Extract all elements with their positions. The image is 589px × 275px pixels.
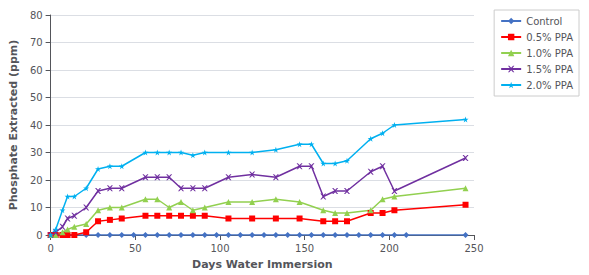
svg-text:100: 100 <box>210 243 229 254</box>
svg-text:0: 0 <box>36 230 42 241</box>
svg-text:10: 10 <box>30 202 43 213</box>
svg-text:20: 20 <box>30 175 43 186</box>
svg-text:80: 80 <box>30 10 43 21</box>
svg-text:250: 250 <box>464 243 483 254</box>
svg-text:1.0% PPA: 1.0% PPA <box>526 48 573 59</box>
svg-text:70: 70 <box>30 37 43 48</box>
svg-text:0: 0 <box>47 243 53 254</box>
svg-text:60: 60 <box>30 65 43 76</box>
svg-text:50: 50 <box>129 243 142 254</box>
svg-text:200: 200 <box>380 243 399 254</box>
svg-text:1.5% PPA: 1.5% PPA <box>526 64 573 75</box>
svg-text:30: 30 <box>30 147 43 158</box>
svg-text:40: 40 <box>30 120 43 131</box>
svg-text:0.5% PPA: 0.5% PPA <box>526 32 573 43</box>
svg-text:Days Water Immersion: Days Water Immersion <box>192 258 333 271</box>
svg-text:2.0% PPA: 2.0% PPA <box>526 80 573 91</box>
svg-text:150: 150 <box>295 243 314 254</box>
svg-text:Control: Control <box>526 16 562 27</box>
svg-text:Phosphate Extracted (ppm): Phosphate Extracted (ppm) <box>7 40 20 211</box>
svg-text:50: 50 <box>30 92 43 103</box>
